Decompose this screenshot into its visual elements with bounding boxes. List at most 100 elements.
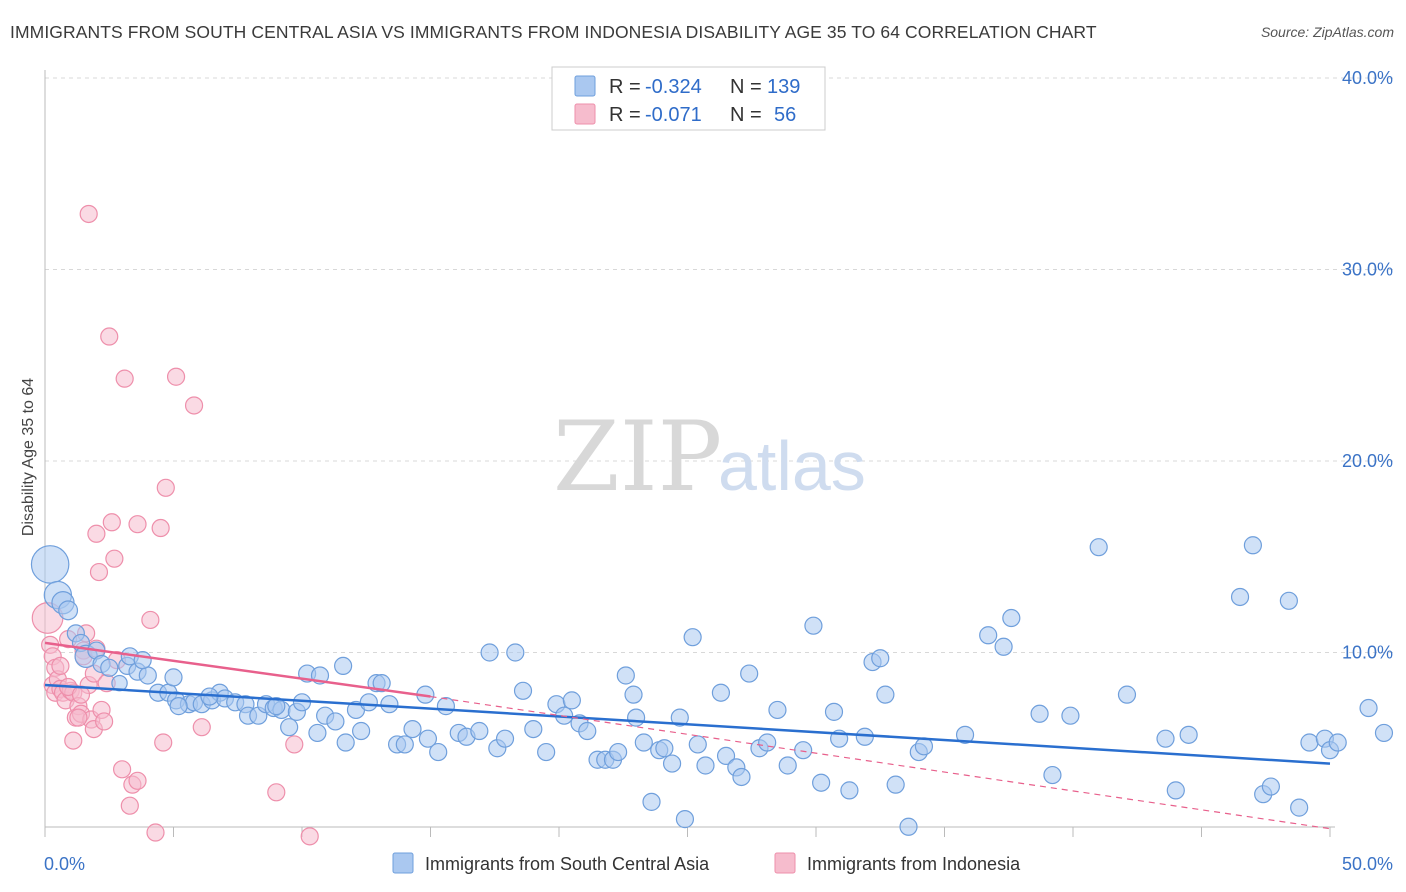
blue-point-128	[1300, 733, 1319, 752]
blue-point-69	[578, 721, 597, 741]
bottom-legend-label-pink: Immigrants from Indonesia	[807, 854, 1021, 874]
blue-point-95	[778, 756, 797, 775]
blue-point-80	[655, 739, 674, 758]
blue-point-60	[495, 729, 515, 748]
watermark: ZIP atlas	[553, 401, 866, 513]
bottom-legend: Immigrants from South Central Asia Immig…	[392, 852, 1021, 874]
legend-r-value-pink: -0.071	[645, 104, 702, 126]
blue-point-104	[871, 649, 890, 668]
blue-point-121	[1179, 725, 1198, 744]
legend-r-value-blue: -0.324	[645, 76, 702, 98]
y-tick-label-30: 30.0%	[1342, 260, 1393, 280]
blue-point-88	[716, 746, 736, 766]
blue-point-46	[372, 674, 391, 693]
blue-point-78	[642, 792, 661, 811]
blue-point-74	[616, 666, 635, 685]
blue-point-114	[1030, 704, 1049, 723]
watermark-zip: ZIP	[553, 401, 722, 513]
blue-point-64	[537, 742, 556, 762]
pink-series-points	[31, 204, 319, 846]
pink-point-51	[69, 708, 88, 727]
blue-point-116	[1061, 706, 1080, 725]
legend-frame	[551, 66, 826, 131]
blue-point-85	[688, 735, 707, 754]
pink-point-44	[166, 367, 186, 386]
trend-line-pink	[44, 641, 431, 698]
blue-point-93	[758, 733, 777, 752]
blue-point-81	[662, 754, 682, 773]
blue-point-122	[1230, 587, 1250, 607]
blue-point-33	[280, 718, 299, 737]
blue-point-86	[696, 756, 715, 775]
pink-point-54	[64, 731, 83, 750]
pink-point-30	[102, 513, 121, 532]
legend-n-label-blue: N =	[730, 76, 762, 98]
pink-point-47	[267, 783, 286, 802]
legend-r-label-pink: R =	[609, 104, 641, 126]
pink-point-41	[151, 518, 170, 538]
blue-point-112	[994, 637, 1013, 656]
blue-point-82	[670, 708, 689, 727]
grid-layer	[45, 77, 1393, 653]
blue-point-87	[711, 683, 731, 702]
blue-point-107	[899, 817, 918, 836]
pink-point-10	[51, 656, 70, 676]
blue-point-118	[1117, 685, 1137, 704]
blue-point-61	[506, 643, 525, 662]
blue-point-126	[1279, 591, 1298, 610]
blue-point-132	[1359, 698, 1378, 718]
blue-point-63	[524, 719, 543, 739]
blue-point-76	[626, 708, 646, 727]
pink-point-25	[89, 562, 109, 582]
y-tick-label-20: 20.0%	[1342, 451, 1393, 471]
pink-point-33	[115, 369, 134, 388]
blue-point-43	[352, 721, 371, 741]
blue-point-53	[429, 742, 448, 762]
bottom-legend-swatch-blue	[392, 852, 414, 874]
pink-point-45	[184, 396, 204, 415]
pink-point-31	[105, 549, 124, 568]
blue-point-98	[812, 773, 831, 792]
legend-n-label-pink: N =	[730, 104, 762, 126]
blue-point-39	[326, 712, 345, 731]
blue-point-109	[914, 737, 934, 756]
blue-point-105	[876, 685, 895, 704]
blue-point-91	[740, 664, 759, 683]
blue-point-58	[480, 643, 499, 662]
blue-series-points	[30, 536, 1394, 836]
blue-point-54	[436, 697, 456, 716]
blue-point-40	[334, 656, 353, 676]
blue-point-101	[840, 781, 859, 800]
legend-swatch-pink	[574, 103, 596, 125]
blue-point-120	[1166, 781, 1185, 800]
watermark-atlas: atlas	[718, 427, 866, 505]
legend-n-value-pink: 56	[774, 104, 796, 126]
blue-point-18	[164, 668, 183, 687]
source-label: Source: ZipAtlas.com	[1260, 24, 1394, 40]
blue-point-94	[768, 700, 787, 720]
pink-point-49	[300, 827, 319, 846]
x-tick-marks	[44, 827, 1331, 837]
blue-point-106	[886, 775, 905, 794]
blue-point-96	[794, 741, 813, 760]
pink-point-27	[95, 712, 114, 731]
legend-box: R = -0.324 N = 139 R = -0.071 N = 56	[551, 66, 826, 131]
blue-point-138	[133, 651, 152, 670]
blue-point-84	[683, 628, 702, 647]
pink-point-38	[128, 515, 147, 534]
pink-point-43	[156, 478, 175, 497]
blue-point-47	[380, 695, 399, 714]
trend-line-blue	[44, 683, 1331, 765]
blue-point-52	[418, 729, 438, 748]
legend-r-label-blue: R =	[609, 76, 641, 98]
blue-point-123	[1243, 536, 1263, 555]
blue-point-115	[1043, 765, 1062, 785]
pink-point-24	[87, 524, 106, 543]
legend-n-value-blue: 139	[767, 76, 800, 98]
chart-title: IMMIGRANTS FROM SOUTH CENTRAL ASIA VS IM…	[10, 22, 1097, 42]
blue-point-62	[513, 681, 533, 700]
blue-point-99	[824, 702, 844, 721]
blue-point-110	[955, 725, 975, 744]
blue-point-75	[624, 685, 643, 704]
blue-point-135	[169, 697, 188, 716]
